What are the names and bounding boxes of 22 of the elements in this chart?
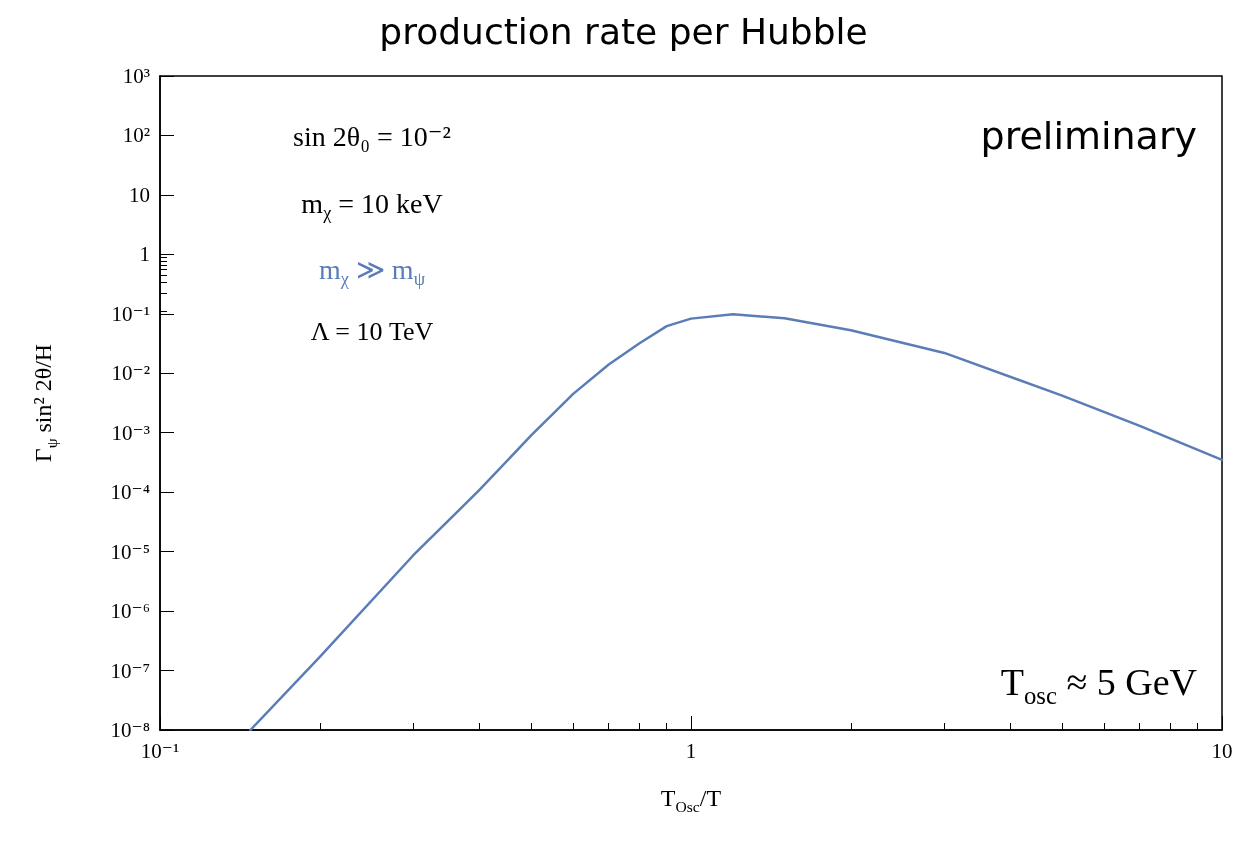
x-tick-label: 10 [1211,738,1233,763]
y-tick-label: 10⁻² [111,361,150,386]
annotation: sin 2θ₀ = 10⁻² [293,121,451,152]
y-tick-label: 10⁻¹ [111,301,150,326]
annotation: T$_{osc}$ ≈ 5 GeV [1000,661,1197,709]
y-tick-label: 10⁻⁷ [110,658,150,683]
y-tick-label: 10² [122,123,150,148]
y-tick-label: 10⁻⁴ [110,480,150,505]
y-tick-label: 10³ [122,64,150,88]
x-tick-label: 1 [685,738,697,763]
annotation: m$_{χ}$ = 10 keV [301,187,443,224]
y-tick-label: 10⁻⁶ [110,599,150,624]
annotation: Λ = 10 TeV [310,317,434,346]
y-tick-label: 10 [129,182,150,207]
y-tick-label: 10⁻⁵ [110,539,150,564]
y-tick-label: 1 [139,242,150,267]
x-axis-title: T$_{Osc}$/T [660,784,722,815]
y-tick-label: 10⁻³ [111,420,150,445]
annotation: m$_{χ}$ ≫ m$_{ψ}$ [318,253,426,290]
chart-title: production rate per Hubble [379,10,868,52]
y-tick-label: 10⁻⁸ [110,718,150,742]
annotation: preliminary [980,114,1197,158]
